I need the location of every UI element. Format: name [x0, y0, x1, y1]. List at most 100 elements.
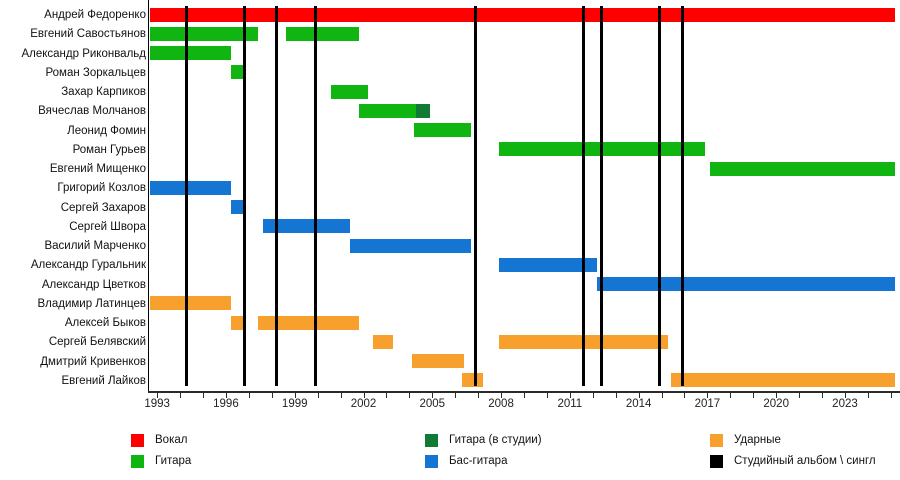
- x-axis-tick: [501, 392, 503, 398]
- legend-swatch-bass: [425, 454, 438, 468]
- legend-label: Ударные: [734, 434, 781, 446]
- timeline-bar-drums: [670, 373, 896, 388]
- album-release-marker: [313, 6, 317, 386]
- timeline-bar-bass: [349, 238, 472, 253]
- legend-swatch-vocals: [131, 433, 144, 447]
- plot-area: Андрей Федоренко Евгений Савостьянов Алекс…: [0, 0, 896, 392]
- legend-swatch-guitar: [131, 454, 144, 468]
- timeline-bar-guitar: [709, 161, 896, 176]
- x-axis-tick-label: 2017: [694, 398, 721, 410]
- timeline-bar-bass: [262, 219, 350, 234]
- member-label: Роман Зоркальцев: [45, 66, 147, 79]
- member-label: Вячеслав Молчанов: [38, 105, 146, 118]
- x-axis-tick: [638, 392, 640, 398]
- x-axis-tick: [546, 392, 548, 398]
- timeline-bar-vocals: [150, 7, 896, 22]
- x-axis-tick: [203, 392, 205, 398]
- x-axis-tick-label: 2023: [832, 398, 858, 410]
- legend-item: Студийный альбом \ сингл: [710, 453, 876, 469]
- member-label: Евгений Мищенко: [49, 163, 146, 175]
- legend-item: Ударные: [710, 432, 781, 448]
- member-label: Василий Марченко: [44, 240, 146, 252]
- x-axis-tick: [432, 392, 434, 398]
- legend-swatch-guitar-studio: [425, 433, 438, 447]
- member-label: Сергей Белявский: [48, 336, 146, 349]
- timeline-bar-bass: [230, 200, 245, 214]
- x-axis-tick: [248, 392, 250, 398]
- x-axis-tick: [799, 392, 801, 398]
- x-axis-tick-label: 2020: [763, 398, 789, 410]
- x-axis-tick: [661, 392, 663, 398]
- x-axis-tick: [180, 392, 182, 398]
- album-release-marker: [274, 6, 278, 386]
- timeline-bar-bass: [150, 180, 231, 195]
- x-axis-tick: [844, 392, 846, 398]
- timeline-bar-bass: [498, 257, 598, 272]
- legend-item: Гитара (в студии): [425, 432, 542, 448]
- timeline-bar-guitar: [331, 84, 369, 99]
- member-label: Дмитрий Кривенков: [40, 355, 146, 368]
- x-axis-tick: [271, 392, 273, 398]
- member-label: Сергей Швора: [69, 220, 146, 233]
- member-label: Александр Гуральник: [30, 259, 146, 272]
- legend-label: Бас-гитара: [449, 455, 508, 467]
- x-axis-tick: [294, 392, 296, 398]
- legend-item: Вокал: [131, 432, 187, 448]
- x-axis-tick-label: 1993: [144, 398, 170, 410]
- timeline-bar-drums: [372, 334, 394, 349]
- x-axis-tick: [409, 392, 411, 398]
- album-release-marker: [680, 6, 684, 386]
- member-label: Алексей Быков: [64, 317, 146, 329]
- timeline-bar-drums: [411, 354, 465, 368]
- timeline-bar-drums: [258, 315, 359, 330]
- album-release-marker: [600, 6, 604, 386]
- member-label: Леонид Фомин: [67, 124, 146, 137]
- x-axis-tick-label: 2008: [488, 398, 514, 410]
- album-release-marker: [242, 6, 246, 386]
- member-label-column: Андрей Федоренко Евгений Савостьянов Алекс…: [0, 0, 146, 392]
- x-axis-tick-label: 2005: [419, 398, 446, 410]
- x-axis-tick: [478, 392, 480, 398]
- chart-legend: Вокал Гитара Гитара (в студии) Бас-гитара Уд…: [0, 424, 900, 480]
- album-release-marker: [582, 6, 586, 386]
- y-axis-line: [148, 0, 149, 392]
- member-label: Владимир Латинцев: [37, 297, 146, 310]
- x-axis-tick: [340, 392, 342, 398]
- x-axis-tick-label: 1996: [213, 398, 239, 410]
- album-release-marker: [474, 6, 478, 386]
- member-label: Евгений Савостьянов: [30, 28, 146, 41]
- timeline-bar-guitar_studio: [416, 103, 430, 118]
- x-axis-tick-label: 2011: [557, 398, 583, 410]
- legend-item: Гитара: [131, 453, 191, 469]
- legend-swatch-drums: [710, 433, 723, 447]
- x-axis-tick: [730, 392, 732, 398]
- member-label: Роман Гурьев: [72, 143, 146, 156]
- x-axis-tick: [753, 392, 755, 398]
- x-axis-tick: [524, 392, 525, 398]
- timeline-bar-bass: [597, 277, 896, 291]
- timeline-bar-guitar: [358, 103, 417, 118]
- legend-item: Бас-гитара: [425, 453, 507, 469]
- x-axis-tick: [157, 392, 159, 398]
- legend-label: Гитара: [155, 455, 192, 467]
- legend-swatch-album: [710, 454, 723, 468]
- x-axis-tick-label: 2002: [350, 398, 377, 410]
- x-axis-tick: [890, 392, 892, 398]
- x-axis-tick-label: 1999: [281, 398, 308, 410]
- x-axis-tick: [569, 392, 571, 398]
- member-label: Григорий Козлов: [57, 182, 146, 195]
- timeline-bar-guitar: [150, 26, 259, 41]
- album-release-marker: [657, 6, 661, 386]
- member-label: Александр Цветков: [41, 278, 146, 291]
- x-axis-tick: [225, 392, 227, 398]
- x-axis-tick: [707, 392, 709, 398]
- x-axis-line: [148, 391, 900, 393]
- x-axis-tick: [386, 392, 388, 398]
- timeline-bar-guitar: [230, 65, 245, 80]
- member-label: Александр Риконвальд: [21, 47, 146, 60]
- timeline-bar-guitar: [413, 123, 472, 137]
- x-axis-tick-label: 2014: [625, 398, 652, 410]
- legend-label: Вокал: [155, 434, 188, 446]
- timeline-bar-drums: [230, 315, 245, 330]
